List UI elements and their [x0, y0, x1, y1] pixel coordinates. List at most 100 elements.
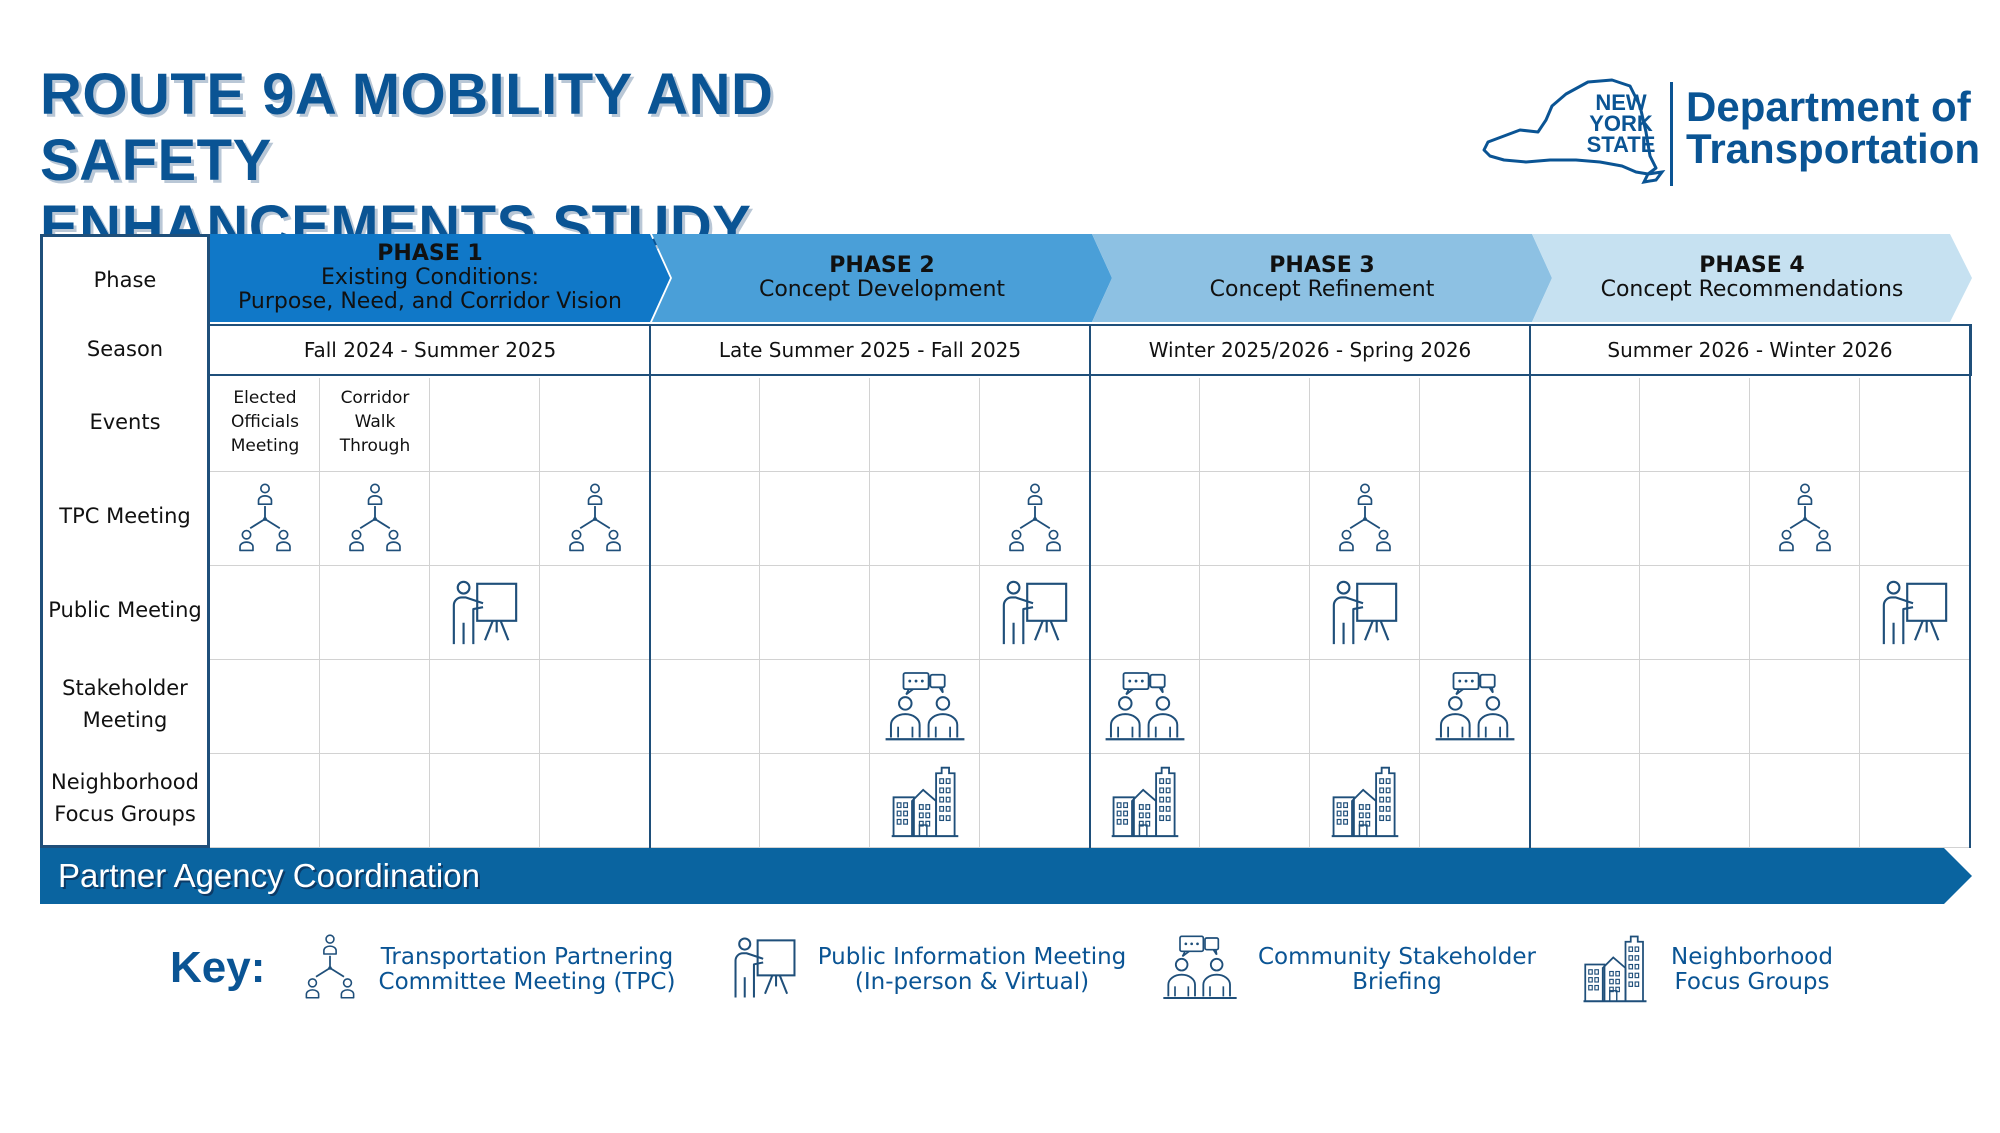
grid-cell-stakeholder-10 [1200, 660, 1310, 754]
row-header-tpc: TPC Meeting [40, 469, 210, 566]
legend-label-focus: Neighborhood Focus Groups [1671, 944, 1833, 995]
grid-cell-tpc-2 [320, 472, 430, 566]
phase-2-title: PHASE 2 [829, 253, 935, 278]
grid-cell-focus-1 [210, 754, 320, 848]
phase-1-title: PHASE 1 [377, 241, 483, 266]
grid-cell-public-13 [1530, 566, 1640, 660]
grid-cell-tpc-13 [1530, 472, 1640, 566]
grid-cell-stakeholder-16 [1860, 660, 1970, 754]
grid-cell-focus-7 [870, 754, 980, 848]
grid-cell-public-4 [540, 566, 650, 660]
stakeholder-briefing-icon [1420, 660, 1530, 754]
grid-cell-tpc-11 [1310, 472, 1420, 566]
row-header-focus: Neighborhood Focus Groups [40, 751, 210, 848]
grid-cell-events-4 [540, 378, 650, 472]
tpc-network-icon [540, 472, 650, 566]
grid-cell-focus-15 [1750, 754, 1860, 848]
presentation-icon [980, 566, 1090, 660]
grid-cell-focus-3 [430, 754, 540, 848]
grid-cell-stakeholder-14 [1640, 660, 1750, 754]
grid-cell-tpc-7 [870, 472, 980, 566]
grid-cell-stakeholder-15 [1750, 660, 1860, 754]
grid-cell-tpc-1 [210, 472, 320, 566]
grid-cell-events-8 [980, 378, 1090, 472]
grid-cell-public-6 [760, 566, 870, 660]
grid-cell-focus-10 [1200, 754, 1310, 848]
phase-3-subtitle: Concept Refinement [1209, 277, 1435, 302]
grid-cell-events-7 [870, 378, 980, 472]
timeline-grid: Phase Season Events TPC Meeting Public M… [40, 234, 1972, 902]
legend-label-tpc: Transportation Partnering Committee Meet… [378, 944, 676, 995]
presentation-icon [430, 566, 540, 660]
grid-cell-stakeholder-2 [320, 660, 430, 754]
logo-state: STATE [1586, 132, 1656, 157]
grid-cell-stakeholder-7 [870, 660, 980, 754]
grid-cell-public-2 [320, 566, 430, 660]
grid-cell-events-12 [1420, 378, 1530, 472]
tpc-network-icon [210, 472, 320, 566]
phase-divider-2 [1089, 324, 1091, 848]
legend-label-public: Public Information Meeting (In-person & … [817, 944, 1127, 995]
phase-banner-2: PHASE 2 Concept Development [652, 234, 1112, 322]
phase-3-title: PHASE 3 [1269, 253, 1375, 278]
grid-cell-public-10 [1200, 566, 1310, 660]
grid-cell-tpc-10 [1200, 472, 1310, 566]
season-phase-3: Winter 2025/2026 - Spring 2026 [1090, 324, 1530, 376]
season-phase-1: Fall 2024 - Summer 2025 [210, 324, 650, 376]
legend-label-stakeholder: Community Stakeholder Briefing [1257, 944, 1537, 995]
grid-cell-events-16 [1860, 378, 1970, 472]
grid-cell-tpc-6 [760, 472, 870, 566]
legend-title: Key: [170, 943, 266, 992]
grid-cell-public-1 [210, 566, 320, 660]
grid-cell-public-5 [650, 566, 760, 660]
row-header-events: Events [40, 375, 210, 472]
partner-agency-bar: Partner Agency Coordination [40, 848, 1972, 904]
logo-york: YORK [1589, 111, 1653, 136]
phase-banner-1: PHASE 1 Existing Conditions: Purpose, Ne… [210, 234, 670, 322]
phase-1-subtitle: Existing Conditions: [321, 265, 539, 290]
grid-cell-public-14 [1640, 566, 1750, 660]
grid-cell-stakeholder-1 [210, 660, 320, 754]
buildings-icon [1090, 754, 1200, 848]
grid-cell-tpc-3 [430, 472, 540, 566]
row-header-stakeholder: Stakeholder Meeting [40, 657, 210, 754]
dept-wordmark: Department of Transportation [1686, 86, 1980, 170]
grid-cell-tpc-16 [1860, 472, 1970, 566]
grid-cell-focus-5 [650, 754, 760, 848]
presentation-icon [730, 933, 800, 1007]
phase-2-subtitle: Concept Development [758, 277, 1006, 302]
grid-cell-tpc-12 [1420, 472, 1530, 566]
grid-cell-events-13 [1530, 378, 1640, 472]
grid-cell-focus-13 [1530, 754, 1640, 848]
grid-cell-events-9 [1090, 378, 1200, 472]
stakeholder-briefing-icon [1090, 660, 1200, 754]
grid-cell-focus-12 [1420, 754, 1530, 848]
grid-cell-stakeholder-3 [430, 660, 540, 754]
stakeholder-briefing-icon [870, 660, 980, 754]
grid-cell-focus-16 [1860, 754, 1970, 848]
grid-cell-stakeholder-4 [540, 660, 650, 754]
phase-banner-4: PHASE 4 Concept Recommendations [1532, 234, 1972, 322]
buildings-icon [870, 754, 980, 848]
grid-cell-tpc-15 [1750, 472, 1860, 566]
dept-line-2: Transportation [1686, 125, 1981, 172]
tpc-network-icon [320, 472, 430, 566]
stakeholder-briefing-icon [1160, 928, 1240, 1012]
grid-cell-stakeholder-8 [980, 660, 1090, 754]
logo-new: NEW [1595, 90, 1647, 115]
grid-cell-focus-6 [760, 754, 870, 848]
legend-item-stakeholder: Community Stakeholder Briefing [1160, 925, 1542, 1015]
grid-cell-events-3 [430, 378, 540, 472]
nysdot-logo: NEW YORK STATE Department of Transportat… [1480, 76, 1980, 186]
grid-cell-tpc-14 [1640, 472, 1750, 566]
grid-cell-stakeholder-9 [1090, 660, 1200, 754]
grid-cell-focus-8 [980, 754, 1090, 848]
grid-cell-events-14 [1640, 378, 1750, 472]
logo-divider [1670, 82, 1673, 186]
grid-cell-focus-4 [540, 754, 650, 848]
grid-cell-focus-9 [1090, 754, 1200, 848]
grid-cell-public-15 [1750, 566, 1860, 660]
phase-banner-3: PHASE 3 Concept Refinement [1092, 234, 1552, 322]
legend-item-tpc: Transportation Partnering Committee Meet… [295, 925, 677, 1015]
phase-divider-4 [1969, 324, 1971, 848]
